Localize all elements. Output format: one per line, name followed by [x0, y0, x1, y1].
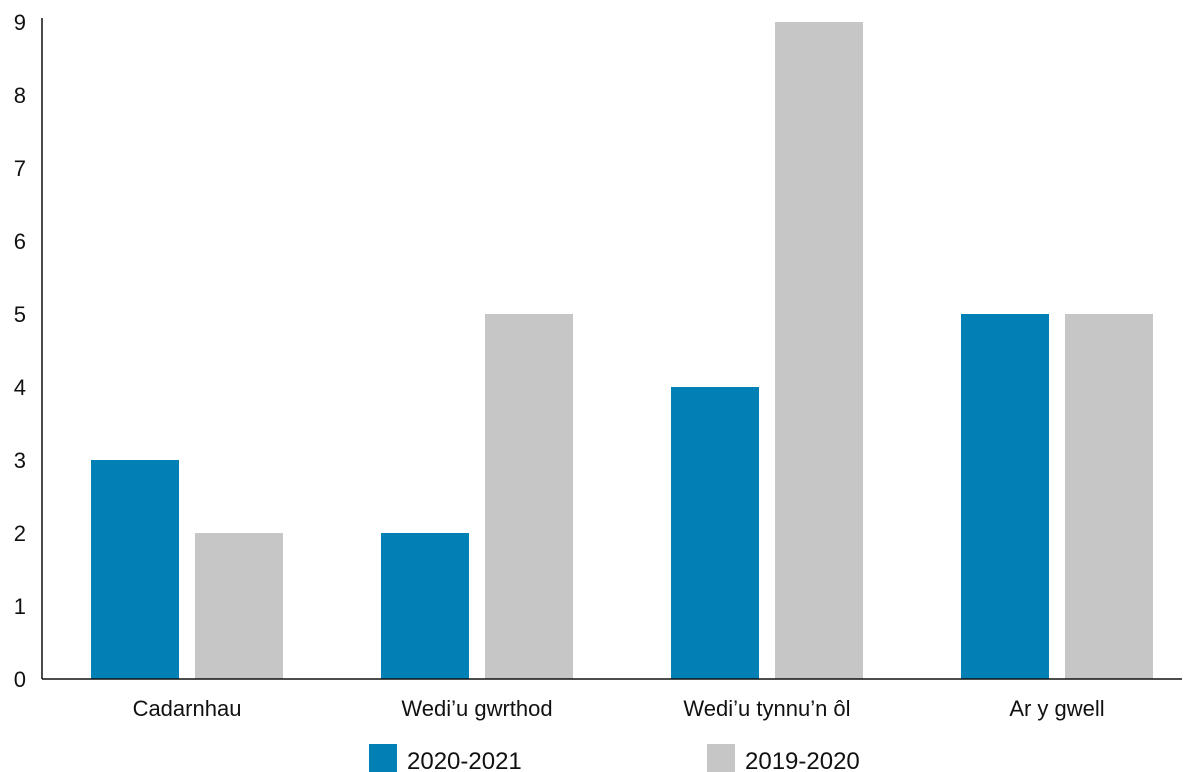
x-axis-labels: Cadarnhau Wedi’u gwrthod Wedi’u tynnu’n ôl…	[133, 696, 1105, 721]
y-tick-label: 0	[14, 667, 26, 692]
category-label: Ar y gwell	[1009, 696, 1104, 721]
y-tick-label: 5	[14, 302, 26, 327]
bar-2020-2021-1	[91, 460, 179, 679]
legend-swatch	[707, 744, 735, 772]
bars	[91, 22, 1153, 679]
legend-swatch	[369, 744, 397, 772]
category-label: Wedi’u tynnu’n ôl	[683, 696, 850, 721]
legend: 2020-2021 2019-2020	[369, 744, 860, 772]
y-tick-label: 1	[14, 594, 26, 619]
bar-2019-2020-3	[775, 22, 863, 679]
legend-label: 2019-2020	[745, 748, 860, 772]
bar-2019-2020-4	[1065, 314, 1153, 679]
y-tick-label: 8	[14, 83, 26, 108]
y-tick-label: 4	[14, 375, 26, 400]
bar-2020-2021-2	[381, 533, 469, 679]
bar-2020-2021-3	[671, 387, 759, 679]
legend-label: 2020-2021	[407, 748, 522, 772]
bar-2020-2021-4	[961, 314, 1049, 679]
category-label: Wedi’u gwrthod	[401, 696, 552, 721]
category-label: Cadarnhau	[133, 696, 242, 721]
y-tick-label: 6	[14, 229, 26, 254]
y-tick-label: 2	[14, 521, 26, 546]
y-tick-label: 7	[14, 156, 26, 181]
bar-2019-2020-2	[485, 314, 573, 679]
y-tick-label: 9	[14, 10, 26, 35]
bar-2019-2020-1	[195, 533, 283, 679]
y-tick-label: 3	[14, 448, 26, 473]
y-axis-ticks: 0 1 2 3 4 5 6 7 8 9	[14, 10, 26, 692]
